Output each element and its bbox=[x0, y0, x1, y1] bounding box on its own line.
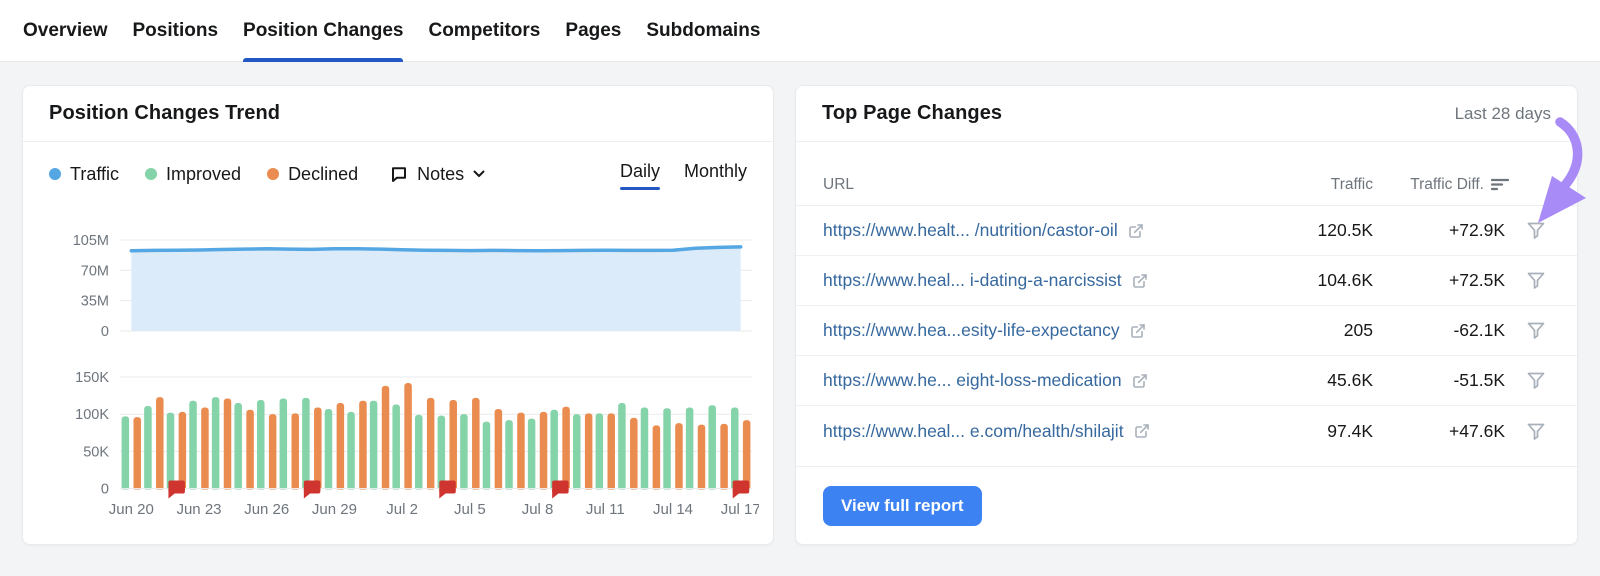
page-url-link[interactable]: https://www.healt... /nutrition/castor-o… bbox=[823, 220, 1118, 240]
note-flag-icon bbox=[303, 480, 321, 499]
column-header-url: URL bbox=[823, 175, 855, 193]
svg-text:Jul 17: Jul 17 bbox=[721, 501, 759, 518]
top-pages-table-body: https://www.healt... /nutrition/castor-o… bbox=[796, 206, 1577, 456]
column-header-traffic: Traffic bbox=[1330, 175, 1373, 193]
legend-label: Traffic bbox=[70, 163, 120, 184]
svg-text:Jul 5: Jul 5 bbox=[454, 501, 486, 518]
url-cell: https://www.he... eight-loss-medication bbox=[823, 370, 1273, 391]
notes-dropdown[interactable]: Notes bbox=[390, 164, 485, 185]
url-cell: https://www.heal... i-dating-a-narcissis… bbox=[823, 270, 1273, 291]
table-row: https://www.heal... i-dating-a-narcissis… bbox=[796, 256, 1577, 306]
svg-text:150K: 150K bbox=[75, 370, 109, 386]
improved-legend-dot-icon bbox=[145, 168, 158, 180]
tab-position-changes[interactable]: Position Changes bbox=[243, 0, 404, 62]
svg-text:Jul 2: Jul 2 bbox=[386, 501, 418, 518]
page-url-link[interactable]: https://www.heal... e.com/health/shilaji… bbox=[823, 420, 1124, 441]
note-flag-icon bbox=[168, 480, 185, 499]
traffic-diff-value: +72.5K bbox=[1449, 270, 1505, 290]
position-changes-trend-panel: Position Changes Trend Traffic Improved De… bbox=[22, 85, 774, 545]
legend-item-traffic[interactable]: Traffic bbox=[49, 164, 119, 185]
svg-text:Jun 29: Jun 29 bbox=[312, 501, 357, 518]
svg-text:105M: 105M bbox=[73, 233, 109, 249]
tab-pages[interactable]: Pages bbox=[565, 19, 622, 41]
top-page-changes-panel: Top Page Changes Last 28 days URL Traffi… bbox=[795, 85, 1578, 545]
page-url-link[interactable]: https://www.he... eight-loss-medication bbox=[823, 370, 1122, 390]
page-url-link[interactable]: https://www.heal... i-dating-a-narcissis… bbox=[823, 270, 1122, 290]
url-cell: https://www.heal... e.com/health/shilaji… bbox=[823, 421, 1273, 442]
legend-item-improved[interactable]: Improved bbox=[145, 164, 241, 185]
toppages-panel-header: Top Page Changes Last 28 days bbox=[796, 86, 1577, 142]
traffic-diff-value: +47.6K bbox=[1449, 420, 1505, 441]
traffic-diff-value: -62.1K bbox=[1453, 320, 1505, 340]
chevron-down-icon bbox=[473, 170, 485, 178]
tab-subdomains[interactable]: Subdomains bbox=[646, 19, 761, 41]
traffic-legend-dot-icon bbox=[49, 168, 61, 180]
column-header-traffic-diff[interactable]: Traffic Diff. bbox=[1373, 176, 1511, 194]
tab-competitors[interactable]: Competitors bbox=[428, 19, 541, 41]
chart-controls-row: Traffic Improved Declined Notes Daily Month… bbox=[49, 158, 747, 190]
view-tab-daily[interactable]: Daily bbox=[619, 161, 660, 190]
tab-overview[interactable]: Overview bbox=[23, 19, 108, 41]
filter-icon[interactable] bbox=[1511, 272, 1561, 289]
toppages-panel-title: Top Page Changes bbox=[822, 102, 1003, 124]
trend-panel-header: Position Changes Trend bbox=[23, 86, 773, 142]
external-link-icon[interactable] bbox=[1128, 223, 1144, 239]
traffic-value: 97.4K bbox=[1327, 420, 1373, 441]
svg-text:0: 0 bbox=[101, 482, 109, 498]
note-flag-icon bbox=[732, 480, 750, 499]
legend-label: Improved bbox=[166, 163, 242, 184]
view-tab-monthly[interactable]: Monthly bbox=[683, 161, 747, 181]
tab-positions[interactable]: Positions bbox=[132, 19, 219, 41]
table-header-row: URL Traffic Traffic Diff. bbox=[796, 164, 1577, 206]
filter-icon[interactable] bbox=[1511, 372, 1561, 389]
svg-text:0: 0 bbox=[101, 324, 109, 340]
filter-icon[interactable] bbox=[1511, 222, 1561, 239]
legend-label: Declined bbox=[288, 163, 359, 184]
traffic-value: 45.6K bbox=[1327, 370, 1373, 390]
url-cell: https://www.hea...esity-life-expectancy bbox=[823, 320, 1273, 341]
granularity-tabs: Daily Monthly bbox=[619, 161, 747, 190]
svg-text:Jul 14: Jul 14 bbox=[653, 501, 693, 518]
declined-legend-dot-icon bbox=[267, 168, 280, 180]
chart-legend: Traffic Improved Declined bbox=[49, 164, 358, 185]
traffic-value: 120.5K bbox=[1317, 220, 1373, 240]
table-row: https://www.he... eight-loss-medication … bbox=[796, 356, 1577, 406]
svg-text:100K: 100K bbox=[75, 407, 109, 423]
url-cell: https://www.healt... /nutrition/castor-o… bbox=[823, 220, 1273, 241]
traffic-value: 104.6K bbox=[1317, 270, 1373, 290]
notes-label: Notes bbox=[417, 163, 465, 184]
note-flag-icon bbox=[552, 480, 569, 499]
external-link-icon[interactable] bbox=[1132, 273, 1148, 289]
filter-icon[interactable] bbox=[1511, 423, 1561, 440]
sort-descending-icon[interactable] bbox=[1491, 178, 1509, 191]
legend-item-declined[interactable]: Declined bbox=[267, 164, 358, 185]
traffic-value: 205 bbox=[1343, 320, 1373, 340]
svg-text:Jun 23: Jun 23 bbox=[176, 501, 221, 518]
table-row: https://www.heal... e.com/health/shilaji… bbox=[796, 406, 1577, 456]
svg-text:70M: 70M bbox=[81, 263, 109, 279]
external-link-icon[interactable] bbox=[1130, 323, 1146, 339]
traffic-diff-value: +72.9K bbox=[1449, 220, 1505, 240]
external-link-icon[interactable] bbox=[1134, 423, 1150, 439]
tab-bar: Overview Positions Position Changes Competi… bbox=[0, 0, 1600, 62]
svg-text:Jul 8: Jul 8 bbox=[522, 501, 554, 518]
trend-panel-title: Position Changes Trend bbox=[49, 102, 281, 124]
external-link-icon[interactable] bbox=[1132, 373, 1148, 389]
table-row: https://www.hea...esity-life-expectancy … bbox=[796, 306, 1577, 356]
note-bubble-icon bbox=[390, 165, 408, 183]
filter-icon[interactable] bbox=[1511, 322, 1561, 339]
svg-text:Jun 20: Jun 20 bbox=[109, 501, 154, 518]
svg-text:35M: 35M bbox=[81, 294, 109, 310]
svg-text:Jul 11: Jul 11 bbox=[586, 501, 625, 518]
table-footer: View full report bbox=[796, 466, 1577, 544]
traffic-diff-value: -51.5K bbox=[1453, 370, 1505, 390]
table-row: https://www.healt... /nutrition/castor-o… bbox=[796, 206, 1577, 256]
period-label: Last 28 days bbox=[1454, 103, 1551, 123]
note-flag-icon bbox=[439, 480, 456, 499]
view-full-report-button[interactable]: View full report bbox=[823, 485, 982, 526]
svg-text:50K: 50K bbox=[83, 444, 109, 460]
page-url-link[interactable]: https://www.hea...esity-life-expectancy bbox=[823, 320, 1120, 340]
svg-text:Jun 26: Jun 26 bbox=[244, 501, 289, 518]
